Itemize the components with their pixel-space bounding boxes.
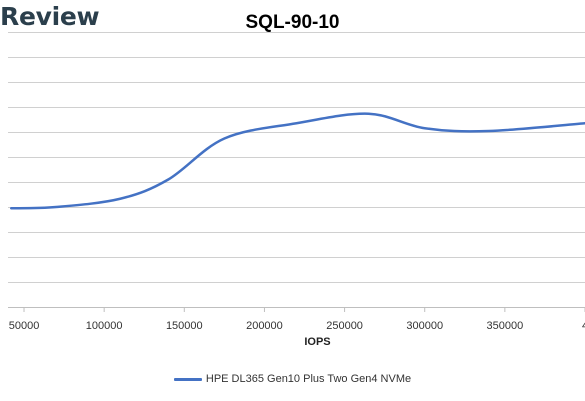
x-tick-label: 200000 [246, 320, 283, 332]
x-tick-label: 250000 [326, 320, 363, 332]
series-lines [9, 112, 585, 210]
x-tick-label: 300000 [406, 320, 443, 332]
x-axis [8, 307, 585, 312]
x-tick-label: 150000 [166, 320, 203, 332]
chart-title: SQL-90-10 [245, 12, 340, 33]
brand-logo: Review [0, 2, 100, 31]
x-tick-label: 50000 [9, 320, 40, 332]
x-tick-labels: 50000 100000 150000 200000 250000 300000 35000… [9, 320, 585, 332]
legend: HPE DL365 Gen10 Plus Two Gen4 NVMe [0, 373, 585, 385]
x-tick-label: 100000 [86, 320, 123, 332]
x-tick-label: 350000 [487, 320, 524, 332]
x-axis-label: IOPS [304, 336, 331, 348]
legend-swatch [173, 377, 202, 381]
series-line [9, 112, 585, 210]
gridlines [8, 32, 585, 283]
legend-label: HPE DL365 Gen10 Plus Two Gen4 NVMe [205, 373, 412, 385]
x-tick-label: 4 [582, 320, 585, 332]
